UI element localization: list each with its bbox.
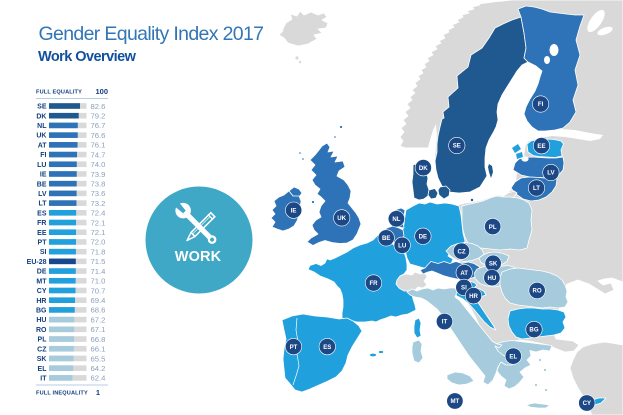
svg-text:71.0: 71.0 (91, 277, 106, 286)
svg-text:66.1: 66.1 (91, 345, 106, 354)
svg-text:CY: CY (583, 400, 591, 407)
svg-text:PL: PL (489, 224, 497, 231)
svg-text:72.1: 72.1 (91, 228, 106, 237)
svg-text:LV: LV (547, 170, 555, 177)
svg-text:73.8: 73.8 (91, 180, 106, 189)
svg-text:WORK: WORK (175, 249, 222, 265)
svg-text:UK: UK (337, 215, 346, 222)
svg-text:BG: BG (36, 308, 47, 315)
svg-text:72.1: 72.1 (91, 218, 106, 227)
svg-text:66.8: 66.8 (91, 335, 106, 344)
svg-text:DE: DE (419, 234, 427, 241)
svg-text:62.4: 62.4 (91, 374, 107, 383)
svg-text:76.7: 76.7 (91, 121, 106, 130)
svg-text:HU: HU (487, 275, 496, 282)
svg-text:HR: HR (36, 298, 46, 305)
svg-text:MT: MT (450, 398, 459, 405)
svg-text:LU: LU (37, 162, 46, 169)
svg-text:74.0: 74.0 (91, 160, 106, 169)
svg-text:FULL INEQUALITY: FULL INEQUALITY (36, 391, 88, 397)
svg-text:EL: EL (509, 353, 517, 360)
svg-text:69.4: 69.4 (91, 296, 107, 305)
svg-text:CZ: CZ (37, 346, 47, 353)
svg-text:PT: PT (290, 344, 298, 351)
svg-text:EE: EE (537, 143, 545, 150)
svg-text:DK: DK (419, 165, 428, 172)
svg-text:82.6: 82.6 (91, 102, 106, 111)
svg-text:67.1: 67.1 (91, 325, 106, 334)
svg-text:AT: AT (460, 270, 468, 277)
svg-text:SE: SE (453, 143, 461, 150)
svg-text:PL: PL (38, 337, 48, 344)
svg-text:Gender Equality Index 2017: Gender Equality Index 2017 (39, 23, 264, 45)
svg-text:IE: IE (291, 207, 297, 214)
svg-text:79.2: 79.2 (91, 112, 106, 121)
svg-text:NL: NL (392, 216, 400, 223)
svg-text:72.4: 72.4 (91, 209, 107, 218)
svg-text:BE: BE (382, 235, 390, 242)
svg-text:PT: PT (38, 240, 48, 247)
svg-text:RO: RO (533, 288, 542, 295)
svg-text:67.2: 67.2 (91, 315, 106, 324)
svg-text:76.1: 76.1 (91, 141, 106, 150)
svg-text:64.2: 64.2 (91, 364, 106, 373)
svg-text:BE: BE (37, 181, 47, 188)
svg-text:ES: ES (323, 344, 331, 351)
svg-text:SI: SI (461, 285, 467, 292)
svg-text:73.2: 73.2 (91, 199, 106, 208)
svg-text:LT: LT (38, 201, 47, 208)
svg-text:IT: IT (442, 319, 448, 326)
svg-text:CZ: CZ (457, 248, 465, 255)
svg-text:EE: EE (37, 230, 47, 237)
svg-text:73.9: 73.9 (91, 170, 106, 179)
svg-text:SE: SE (37, 104, 47, 111)
svg-text:UK: UK (36, 133, 46, 140)
svg-text:FULL EQUALITY: FULL EQUALITY (36, 90, 82, 96)
svg-text:EU-28: EU-28 (27, 259, 47, 266)
svg-text:76.6: 76.6 (91, 131, 106, 140)
svg-text:SK: SK (37, 356, 47, 363)
svg-text:71.8: 71.8 (91, 248, 106, 257)
svg-text:EL: EL (38, 366, 48, 373)
svg-text:72.0: 72.0 (91, 238, 106, 247)
svg-text:74.7: 74.7 (91, 150, 106, 159)
svg-text:LV: LV (38, 191, 47, 198)
svg-text:AT: AT (38, 142, 48, 149)
svg-text:MT: MT (36, 278, 47, 285)
svg-text:NL: NL (37, 123, 47, 130)
svg-text:IT: IT (40, 376, 47, 383)
svg-text:LT: LT (533, 185, 540, 192)
svg-text:68.6: 68.6 (91, 306, 106, 315)
svg-text:DE: DE (37, 269, 47, 276)
svg-text:SK: SK (489, 261, 498, 268)
svg-text:71.4: 71.4 (91, 267, 107, 276)
svg-text:CY: CY (37, 288, 47, 295)
svg-text:RO: RO (36, 327, 47, 334)
svg-text:LU: LU (398, 243, 407, 250)
svg-text:BG: BG (529, 327, 538, 334)
svg-text:70.7: 70.7 (91, 286, 106, 295)
svg-text:Work Overview: Work Overview (38, 49, 137, 65)
svg-text:65.5: 65.5 (91, 354, 106, 363)
svg-text:FR: FR (369, 280, 378, 287)
svg-text:71.5: 71.5 (91, 257, 106, 266)
svg-text:100: 100 (95, 87, 108, 96)
svg-text:FR: FR (37, 220, 46, 227)
svg-text:HU: HU (36, 317, 46, 324)
svg-text:1: 1 (96, 388, 100, 397)
svg-text:DK: DK (36, 113, 46, 120)
svg-text:FI: FI (538, 101, 544, 108)
svg-text:IE: IE (40, 172, 47, 179)
svg-text:73.6: 73.6 (91, 189, 106, 198)
svg-text:HR: HR (469, 293, 478, 300)
svg-text:ES: ES (37, 210, 47, 217)
svg-text:SI: SI (40, 249, 47, 256)
svg-text:FI: FI (40, 152, 46, 159)
